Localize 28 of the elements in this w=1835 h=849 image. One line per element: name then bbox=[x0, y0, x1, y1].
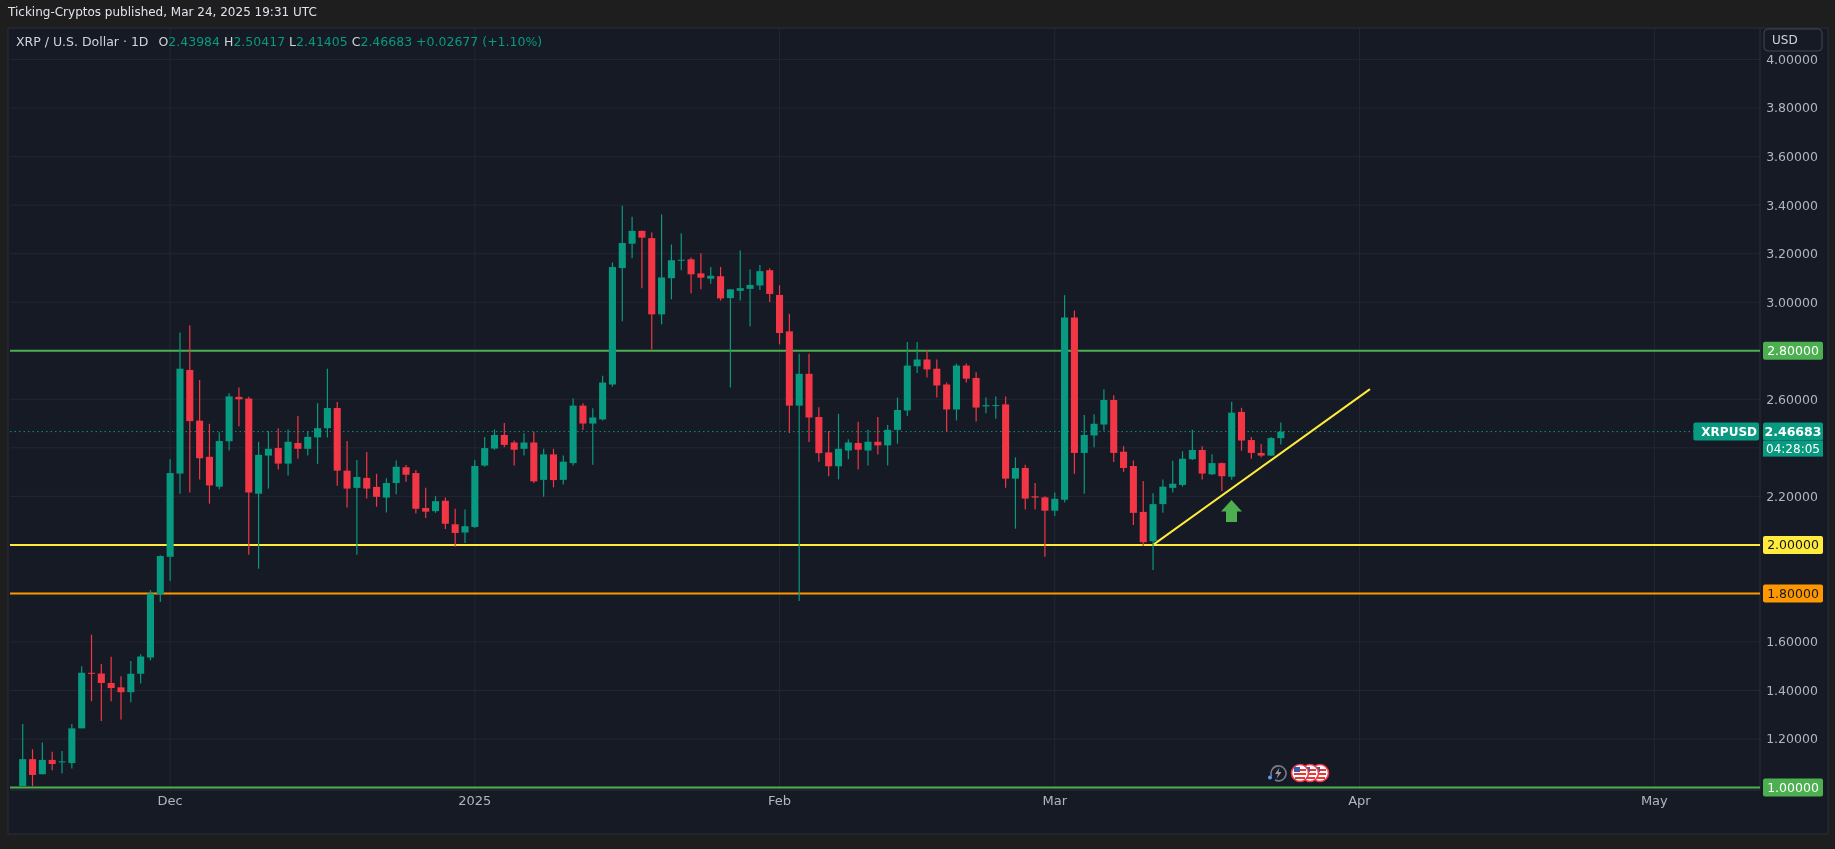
text: O2.43984 H2.50417 L2.41405 C2.46683 +0.02677 (+1.10%) bbox=[158, 34, 543, 49]
y-tick-label: 3.20000 bbox=[1766, 246, 1818, 262]
ref-line-label: 2.80000 bbox=[1767, 343, 1819, 359]
ref-line-label: 2.00000 bbox=[1767, 537, 1819, 553]
x-tick-label: 2025 bbox=[458, 793, 492, 808]
text: XRP / U.S. Dollar · 1D bbox=[16, 34, 149, 49]
ref-line-label: 1.80000 bbox=[1767, 585, 1819, 601]
y-tick-label: 4.00000 bbox=[1766, 51, 1818, 67]
y-tick-label: 3.80000 bbox=[1766, 100, 1818, 116]
x-tick-label: Mar bbox=[1042, 793, 1068, 808]
x-tick-label: Dec bbox=[157, 793, 183, 808]
ref-line-label: 2.46683 bbox=[1764, 423, 1822, 439]
ref-line-label: 1.00000 bbox=[1767, 779, 1819, 795]
y-tick-label: 1.40000 bbox=[1766, 682, 1818, 698]
x-tick-label: Feb bbox=[768, 793, 792, 808]
y-tick-label: 1.60000 bbox=[1766, 634, 1818, 650]
y-tick-label: 1.20000 bbox=[1766, 731, 1818, 747]
text: Ticking-Cryptos published, Mar 24, 2025 19:31 UTC bbox=[7, 5, 317, 19]
x-tick-label: May bbox=[1640, 793, 1669, 808]
x-tick-label: Apr bbox=[1348, 793, 1372, 808]
text: 04:28:05 bbox=[1766, 441, 1820, 456]
annotation: XRPUSD bbox=[1701, 424, 1758, 439]
y-tick-label: 2.60000 bbox=[1766, 391, 1818, 407]
y-tick-label: 2.20000 bbox=[1766, 488, 1818, 504]
y-tick-label: 3.00000 bbox=[1766, 294, 1818, 310]
y-axis-title: USD bbox=[1772, 33, 1798, 48]
y-tick-label: 3.60000 bbox=[1766, 148, 1818, 164]
y-tick-label: 3.40000 bbox=[1766, 197, 1818, 213]
